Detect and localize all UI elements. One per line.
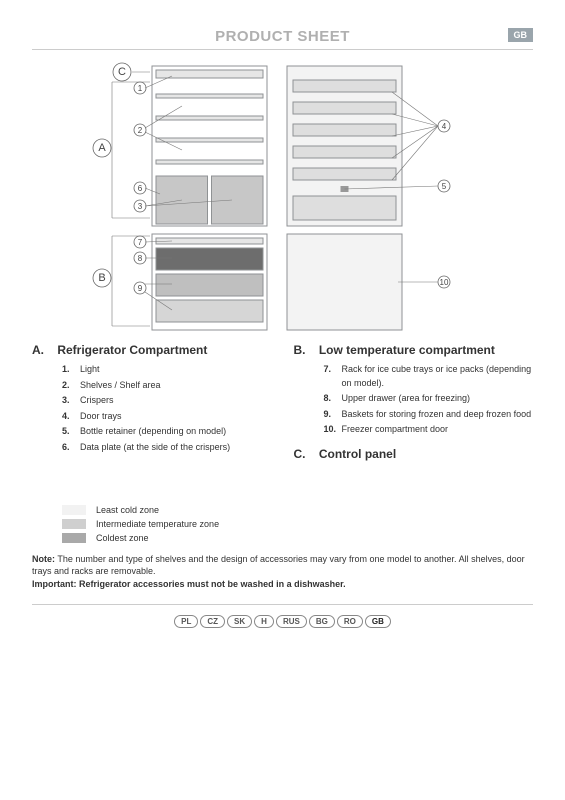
item-text: Light <box>80 363 100 377</box>
svg-text:4: 4 <box>442 122 447 131</box>
item-number: 5. <box>62 425 80 439</box>
list-item: 1.Light <box>62 363 272 377</box>
item-text: Baskets for storing frozen and deep froz… <box>342 408 532 422</box>
important-text: Refrigerator accessories must not be was… <box>77 579 346 589</box>
header-rule <box>32 49 533 50</box>
page-title: PRODUCT SHEET <box>32 28 533 45</box>
svg-text:9: 9 <box>138 284 143 293</box>
item-number: 9. <box>324 408 342 422</box>
list-item: 5.Bottle retainer (depending on model) <box>62 425 272 439</box>
list-item: 7.Rack for ice cube trays or ice packs (… <box>324 363 534 390</box>
country-pill-ro[interactable]: RO <box>337 615 363 628</box>
item-number: 1. <box>62 363 80 377</box>
legend-swatch <box>62 505 86 515</box>
footer: PLCZSKHRUSBGROGB <box>32 604 533 628</box>
item-number: 3. <box>62 394 80 408</box>
legend-label: Intermediate temperature zone <box>96 519 219 529</box>
legend-label: Coldest zone <box>96 533 149 543</box>
list-item: 9.Baskets for storing frozen and deep fr… <box>324 408 534 422</box>
item-text: Upper drawer (area for freezing) <box>342 392 471 406</box>
item-text: Bottle retainer (depending on model) <box>80 425 226 439</box>
section-b-letter: B. <box>294 343 316 357</box>
country-pill-cz[interactable]: CZ <box>200 615 225 628</box>
country-pill-gb[interactable]: GB <box>365 615 391 628</box>
sections: A. Refrigerator Compartment 1.Light2.She… <box>32 343 533 467</box>
item-number: 6. <box>62 441 80 455</box>
legend-row: Coldest zone <box>62 533 533 543</box>
item-text: Rack for ice cube trays or ice packs (de… <box>342 363 534 390</box>
language-badge: GB <box>508 28 534 42</box>
list-item: 3.Crispers <box>62 394 272 408</box>
legend-swatch <box>62 533 86 543</box>
list-item: 10.Freezer compartment door <box>324 423 534 437</box>
svg-text:6: 6 <box>138 184 143 193</box>
item-number: 7. <box>324 363 342 390</box>
legend-row: Intermediate temperature zone <box>62 519 533 529</box>
item-number: 10. <box>324 423 342 437</box>
legend-row: Least cold zone <box>62 505 533 515</box>
svg-text:A: A <box>98 142 106 154</box>
svg-text:1: 1 <box>138 84 143 93</box>
svg-text:3: 3 <box>138 202 143 211</box>
svg-text:5: 5 <box>442 182 447 191</box>
country-pill-rus[interactable]: RUS <box>276 615 307 628</box>
section-c-letter: C. <box>294 447 316 461</box>
list-item: 4.Door trays <box>62 410 272 424</box>
section-a: A. Refrigerator Compartment 1.Light2.She… <box>32 343 272 467</box>
svg-text:7: 7 <box>138 238 143 247</box>
temperature-legend: Least cold zone Intermediate temperature … <box>32 505 533 543</box>
svg-text:B: B <box>98 272 105 284</box>
section-a-letter: A. <box>32 343 54 357</box>
svg-text:8: 8 <box>138 254 143 263</box>
item-text: Data plate (at the side of the crispers) <box>80 441 230 455</box>
svg-text:10: 10 <box>440 278 449 287</box>
footer-rule <box>32 604 533 605</box>
country-selector: PLCZSKHRUSBGROGB <box>32 615 533 628</box>
note-label: Note: <box>32 554 55 564</box>
list-item: 8.Upper drawer (area for freezing) <box>324 392 534 406</box>
list-item: 2.Shelves / Shelf area <box>62 379 272 393</box>
list-item: 6.Data plate (at the side of the crisper… <box>62 441 272 455</box>
item-number: 2. <box>62 379 80 393</box>
item-text: Freezer compartment door <box>342 423 449 437</box>
country-pill-h[interactable]: H <box>254 615 274 628</box>
product-diagram: A B C 1 2 6 3 7 8 9 4 5 10 <box>32 58 533 333</box>
legend-label: Least cold zone <box>96 505 159 515</box>
country-pill-pl[interactable]: PL <box>174 615 198 628</box>
section-c-title: Control panel <box>319 447 396 461</box>
important-label: Important: <box>32 579 77 589</box>
item-text: Shelves / Shelf area <box>80 379 161 393</box>
item-number: 8. <box>324 392 342 406</box>
country-pill-bg[interactable]: BG <box>309 615 335 628</box>
country-pill-sk[interactable]: SK <box>227 615 252 628</box>
section-b: B. Low temperature compartment 7.Rack fo… <box>294 343 534 467</box>
svg-text:2: 2 <box>138 126 143 135</box>
svg-text:C: C <box>118 66 126 78</box>
item-text: Door trays <box>80 410 122 424</box>
note-text: The number and type of shelves and the d… <box>32 554 525 577</box>
section-a-title: Refrigerator Compartment <box>57 343 207 357</box>
item-number: 4. <box>62 410 80 424</box>
item-text: Crispers <box>80 394 114 408</box>
header: PRODUCT SHEET GB <box>32 28 533 50</box>
legend-swatch <box>62 519 86 529</box>
section-b-title: Low temperature compartment <box>319 343 495 357</box>
notes-block: Note: The number and type of shelves and… <box>32 553 533 591</box>
